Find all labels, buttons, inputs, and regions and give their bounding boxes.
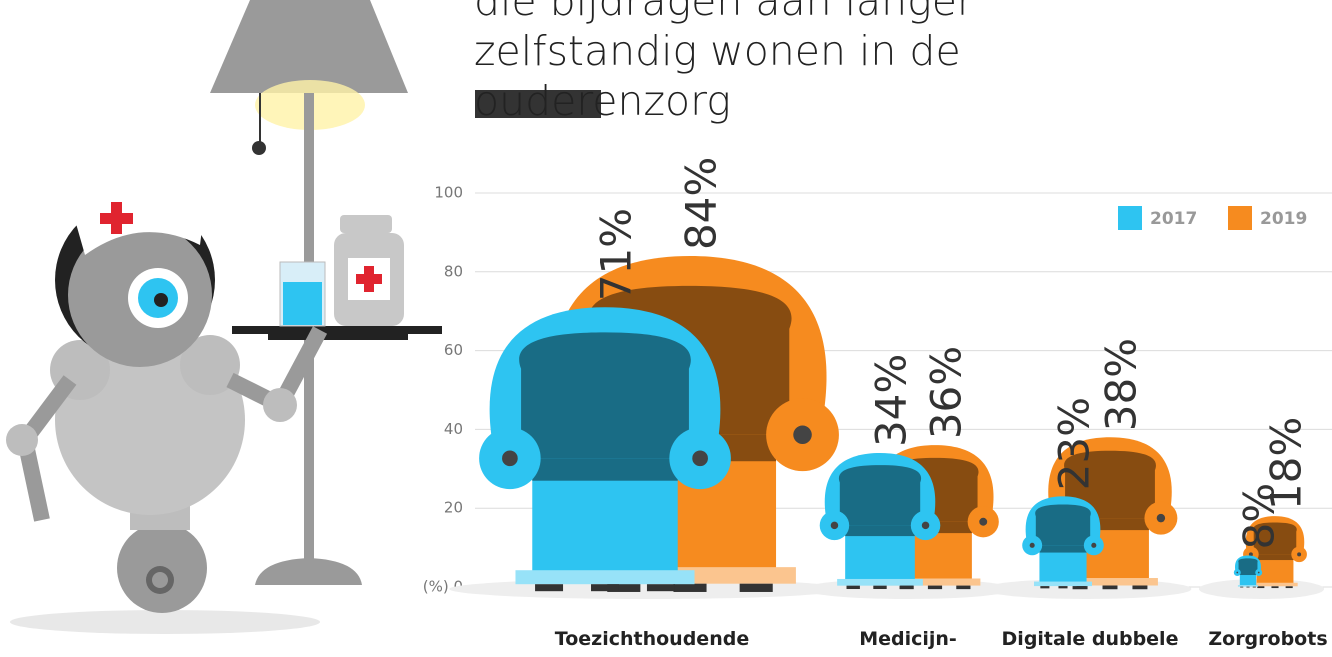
chair-seat [1256, 554, 1294, 561]
y-tick-label: 80 [444, 262, 463, 280]
value-label: 8% [1235, 483, 1284, 550]
chair-body [1239, 572, 1257, 587]
chair-seat [1239, 572, 1257, 576]
chair-leg [1076, 586, 1086, 589]
armchair [1022, 496, 1104, 589]
y-tick-label: 40 [444, 420, 463, 438]
chair-back-inner [1035, 504, 1091, 551]
y-tick-label: 20 [444, 499, 463, 517]
chair-leg [846, 585, 860, 590]
chair-arm-dot [979, 517, 988, 526]
chair-leg [1240, 586, 1244, 588]
chair-base [1062, 578, 1158, 586]
legend-label: 2019 [1260, 209, 1307, 229]
y-tick-label: 60 [444, 341, 463, 359]
y-tick-label: 100 [434, 184, 463, 202]
chair-leg [1132, 585, 1148, 590]
title-bar [475, 90, 601, 118]
chair-arm-dot [1236, 571, 1239, 574]
chair-leg [956, 585, 971, 590]
chair-base [515, 570, 695, 585]
chair-base [1252, 582, 1298, 587]
chair-leg [900, 585, 914, 590]
chair-arm-dot [692, 450, 708, 467]
value-label: 34% [867, 354, 916, 447]
legend-swatch [1228, 206, 1252, 230]
chair-back-inner [1253, 522, 1297, 559]
chair-leg [1040, 586, 1050, 589]
chair-leg [1285, 586, 1293, 589]
chair-arm-dot [1257, 571, 1260, 574]
x-tick-label: Zorgrobots [1208, 628, 1327, 650]
chair-leg [1257, 586, 1265, 589]
chair-leg [673, 583, 707, 592]
chair-leg [1271, 586, 1279, 589]
chair-arm-dot [1029, 542, 1035, 548]
chair-base [837, 578, 923, 586]
chair-arm-dot [1091, 542, 1097, 548]
armchair [1243, 516, 1307, 589]
chair-back-inner [838, 465, 922, 534]
chair-base [1237, 585, 1259, 587]
legend: 2017 2019 [1118, 206, 1307, 230]
chair-seat [1039, 545, 1087, 553]
illustration [6, 0, 442, 634]
legend-label: 2017 [1150, 209, 1197, 229]
chair-leg [1058, 586, 1068, 589]
chair-leg [739, 583, 773, 592]
chair-arm-dot [921, 521, 930, 530]
chair-arm-dot [830, 521, 839, 530]
chair-base [889, 578, 981, 586]
armchair [1233, 555, 1263, 588]
chart-title: die bijdragen aan langer zelfstandig won… [474, 0, 974, 125]
chair-leg [927, 585, 943, 590]
chair-arm-dot [1248, 552, 1253, 557]
armchair [479, 307, 731, 592]
y-tick-label: (%) 0 [423, 578, 463, 596]
chair-leg [873, 585, 887, 590]
chair-arm-dot [502, 450, 518, 467]
chair-back-inner [1238, 558, 1258, 575]
chair-arm-dot [1297, 552, 1302, 557]
value-label: 71% [592, 208, 641, 301]
x-tick-label: Medicijn- [859, 628, 957, 650]
chair-base [1034, 581, 1092, 587]
chair-leg [535, 584, 564, 592]
chair-leg [1246, 586, 1250, 588]
value-label: 38% [1097, 338, 1146, 431]
chair-leg [591, 584, 619, 592]
x-tick-label: Toezichthoudende [555, 628, 749, 650]
value-label: 36% [922, 346, 971, 439]
value-label: 23% [1050, 397, 1099, 490]
value-label: 18% [1262, 417, 1311, 510]
chair-leg [607, 583, 641, 592]
chair-arm-dot [793, 425, 812, 445]
x-tick-label: Digitale dubbele [1002, 628, 1179, 650]
armchair [819, 453, 941, 590]
legend-swatch [1118, 206, 1142, 230]
chair-arm-dot [1156, 513, 1166, 523]
chair-back-inner [519, 332, 691, 476]
chair-seat [532, 458, 678, 481]
chair-leg [646, 584, 675, 592]
value-label: 84% [677, 157, 726, 250]
chair-leg [1252, 586, 1256, 588]
chair-seat [845, 525, 915, 537]
chair-seat [1071, 518, 1149, 531]
chair-leg [1102, 585, 1118, 590]
